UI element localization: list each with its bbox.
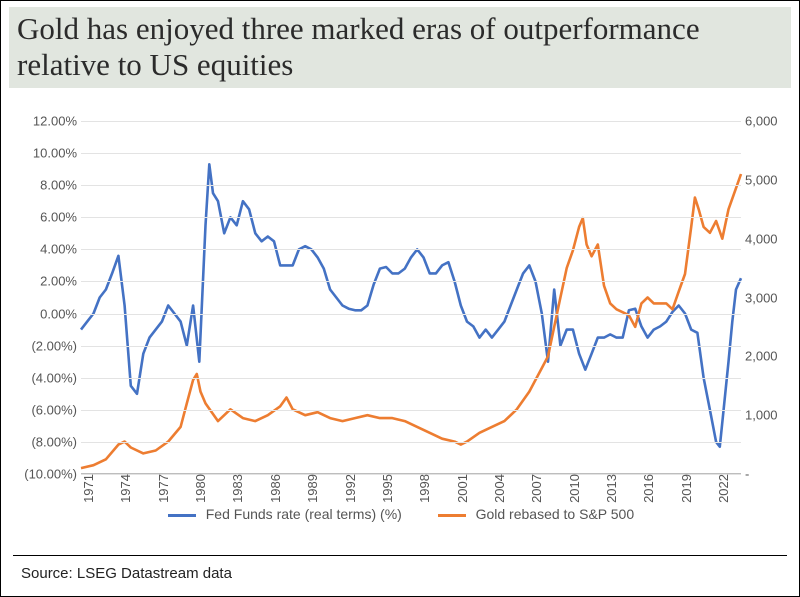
y-left-tick-label: 6.00% <box>40 210 81 225</box>
y-left-tick-label: 10.00% <box>33 146 81 161</box>
y-right-tick-label: 6,000 <box>741 114 778 129</box>
y-right-tick-label: - <box>741 467 749 482</box>
gridline-h <box>81 410 741 411</box>
gridline-h <box>81 153 741 154</box>
y-left-tick-label: (6.00%) <box>31 402 81 417</box>
x-tick-label: 2022 <box>712 474 731 503</box>
x-tick-label: 1986 <box>264 474 283 503</box>
legend-swatch <box>438 514 466 517</box>
legend-item-fed: Fed Funds rate (real terms) (%) <box>168 506 402 522</box>
y-left-tick-label: 12.00% <box>33 114 81 129</box>
x-tick-label: 2013 <box>600 474 619 503</box>
figure-frame: Gold has enjoyed three marked eras of ou… <box>0 0 800 597</box>
chart-title: Gold has enjoyed three marked eras of ou… <box>17 11 783 82</box>
gridline-h <box>81 249 741 250</box>
x-tick-label: 1995 <box>376 474 395 503</box>
title-band: Gold has enjoyed three marked eras of ou… <box>9 7 791 88</box>
y-left-tick-label: (4.00%) <box>31 370 81 385</box>
legend-item-gold: Gold rebased to S&P 500 <box>438 506 634 522</box>
source-text: Source: LSEG Datastream data <box>21 565 232 582</box>
x-tick-label: 2016 <box>637 474 656 503</box>
x-tick-label: 1992 <box>339 474 358 503</box>
source-rule <box>13 555 787 556</box>
y-right-tick-label: 1,000 <box>741 408 778 423</box>
x-tick-label: 2001 <box>451 474 470 503</box>
x-tick-label: 1971 <box>77 474 96 503</box>
legend-swatch <box>168 514 196 517</box>
x-tick-label: 2019 <box>675 474 694 503</box>
y-left-tick-label: 4.00% <box>40 242 81 257</box>
y-right-tick-label: 3,000 <box>741 290 778 305</box>
gridline-h <box>81 281 741 282</box>
gridline-h <box>81 217 741 218</box>
y-right-tick-label: 5,000 <box>741 172 778 187</box>
x-tick-label: 2004 <box>488 474 507 503</box>
gridline-h <box>81 185 741 186</box>
x-tick-label: 1980 <box>189 474 208 503</box>
series-lines <box>81 121 741 474</box>
x-tick-label: 1989 <box>301 474 320 503</box>
gridline-h <box>81 378 741 379</box>
legend-label: Fed Funds rate (real terms) (%) <box>206 506 402 522</box>
x-tick-label: 1998 <box>413 474 432 503</box>
y-left-tick-label: 2.00% <box>40 274 81 289</box>
plot-area: (10.00%)(8.00%)(6.00%)(4.00%)(2.00%)0.00… <box>81 121 741 474</box>
x-tick-label: 1974 <box>114 474 133 503</box>
y-left-tick-label: 8.00% <box>40 178 81 193</box>
y-left-tick-label: (10.00%) <box>24 467 81 482</box>
gridline-h <box>81 442 741 443</box>
y-left-tick-label: 0.00% <box>40 306 81 321</box>
y-left-tick-label: (8.00%) <box>31 434 81 449</box>
y-right-tick-label: 2,000 <box>741 349 778 364</box>
x-tick-label: 2010 <box>563 474 582 503</box>
chart-area: (10.00%) (8.00%) (6.00%) (4.00%) (2.00%) 0.00… <box>11 101 791 536</box>
gridline-h <box>81 314 741 315</box>
legend: Fed Funds rate (real terms) (%) Gold reb… <box>11 506 791 522</box>
y-left-tick-label: (2.00%) <box>31 338 81 353</box>
legend-label: Gold rebased to S&P 500 <box>476 506 635 522</box>
x-tick-label: 1977 <box>152 474 171 503</box>
x-tick-label: 2007 <box>525 474 544 503</box>
x-tick-label: 1983 <box>226 474 245 503</box>
gridline-h <box>81 121 741 122</box>
y-right-tick-label: 4,000 <box>741 231 778 246</box>
gridline-h <box>81 346 741 347</box>
